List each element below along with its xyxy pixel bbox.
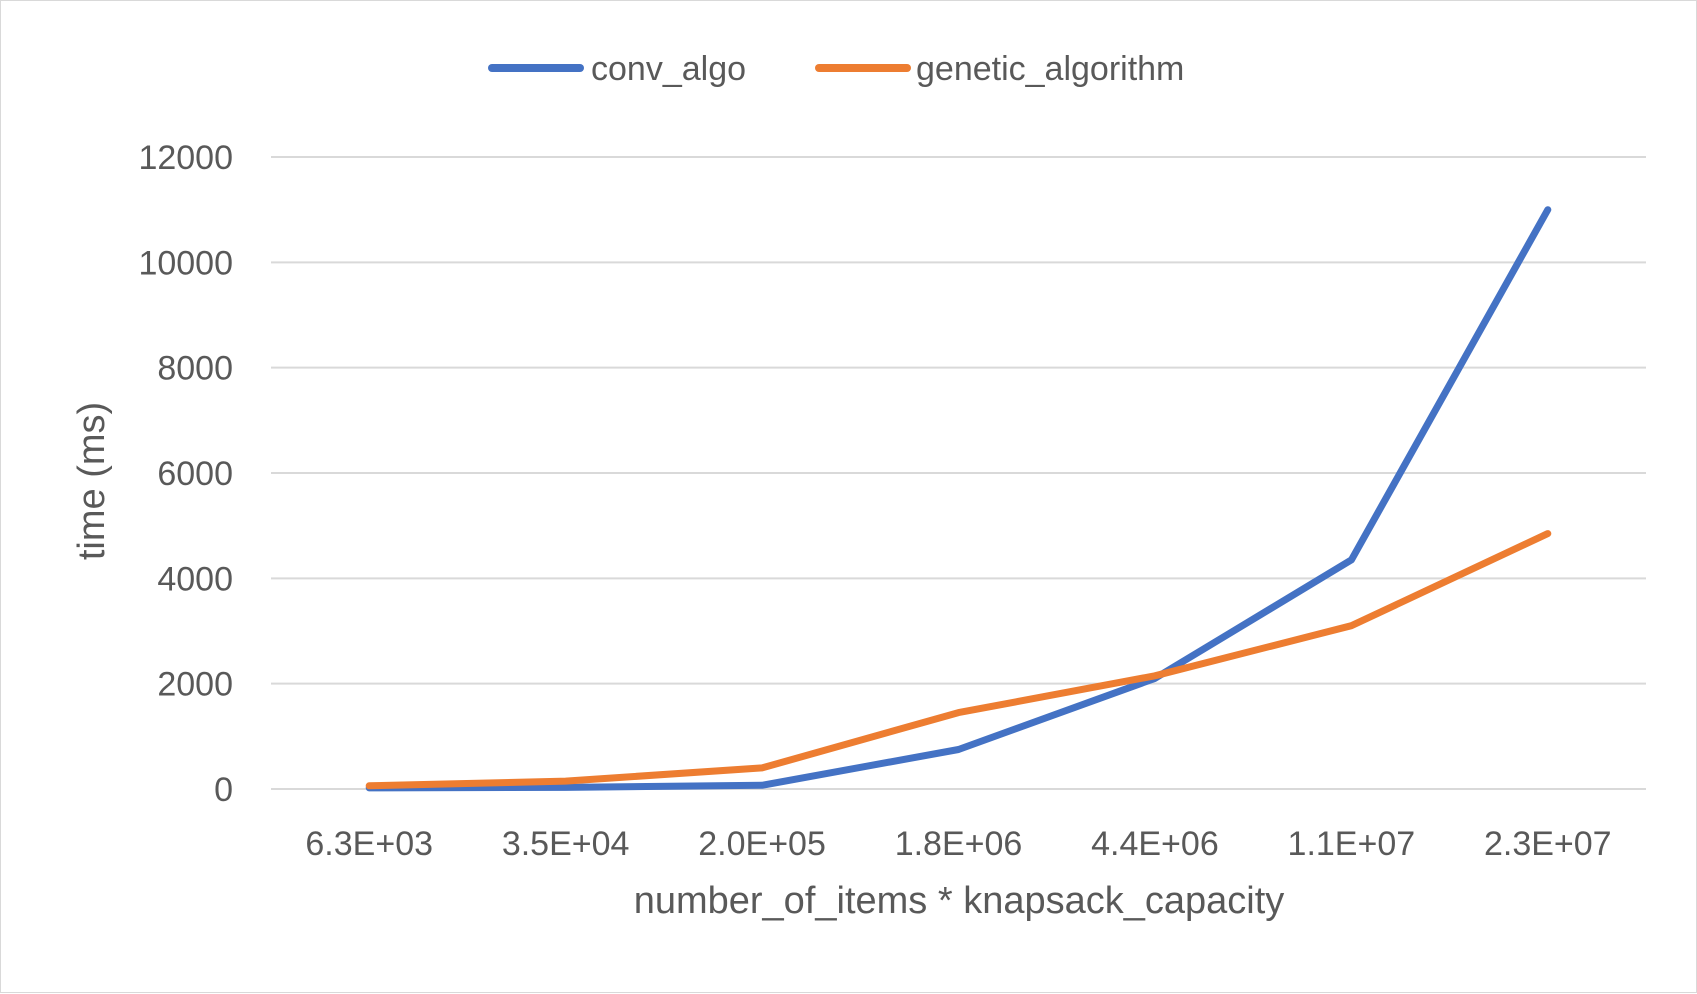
- y-axis-ticks: 0 2000 4000 6000 8000 10000 12000: [138, 139, 233, 809]
- x-tick-label: 3.5E+04: [502, 825, 630, 863]
- gridlines: [271, 157, 1646, 789]
- y-tick-label: 2000: [157, 666, 233, 704]
- x-axis-ticks: 6.3E+03 3.5E+04 2.0E+05 1.8E+06 4.4E+06 1.1E+…: [305, 825, 1611, 863]
- x-axis-title: number_of_items * knapsack_capacity: [634, 880, 1285, 922]
- x-tick-label: 1.8E+06: [895, 825, 1023, 863]
- y-tick-label: 0: [214, 771, 233, 809]
- y-tick-label: 8000: [157, 350, 233, 388]
- x-tick-label: 4.4E+06: [1091, 825, 1219, 863]
- y-tick-label: 10000: [138, 244, 233, 282]
- legend-label: genetic_algorithm: [916, 50, 1184, 88]
- legend-label: conv_algo: [591, 50, 746, 88]
- series-line-conv-algo: [369, 210, 1548, 788]
- series-lines: [369, 210, 1548, 788]
- x-tick-label: 6.3E+03: [305, 825, 433, 863]
- y-tick-label: 6000: [157, 455, 233, 493]
- y-tick-label: 12000: [138, 139, 233, 177]
- y-tick-label: 4000: [157, 560, 233, 598]
- x-tick-label: 2.3E+07: [1484, 825, 1612, 863]
- y-axis-title: time (ms): [71, 402, 113, 560]
- legend: conv_algo genetic_algorithm: [492, 50, 1184, 88]
- x-tick-label: 2.0E+05: [698, 825, 826, 863]
- x-tick-label: 1.1E+07: [1288, 825, 1416, 863]
